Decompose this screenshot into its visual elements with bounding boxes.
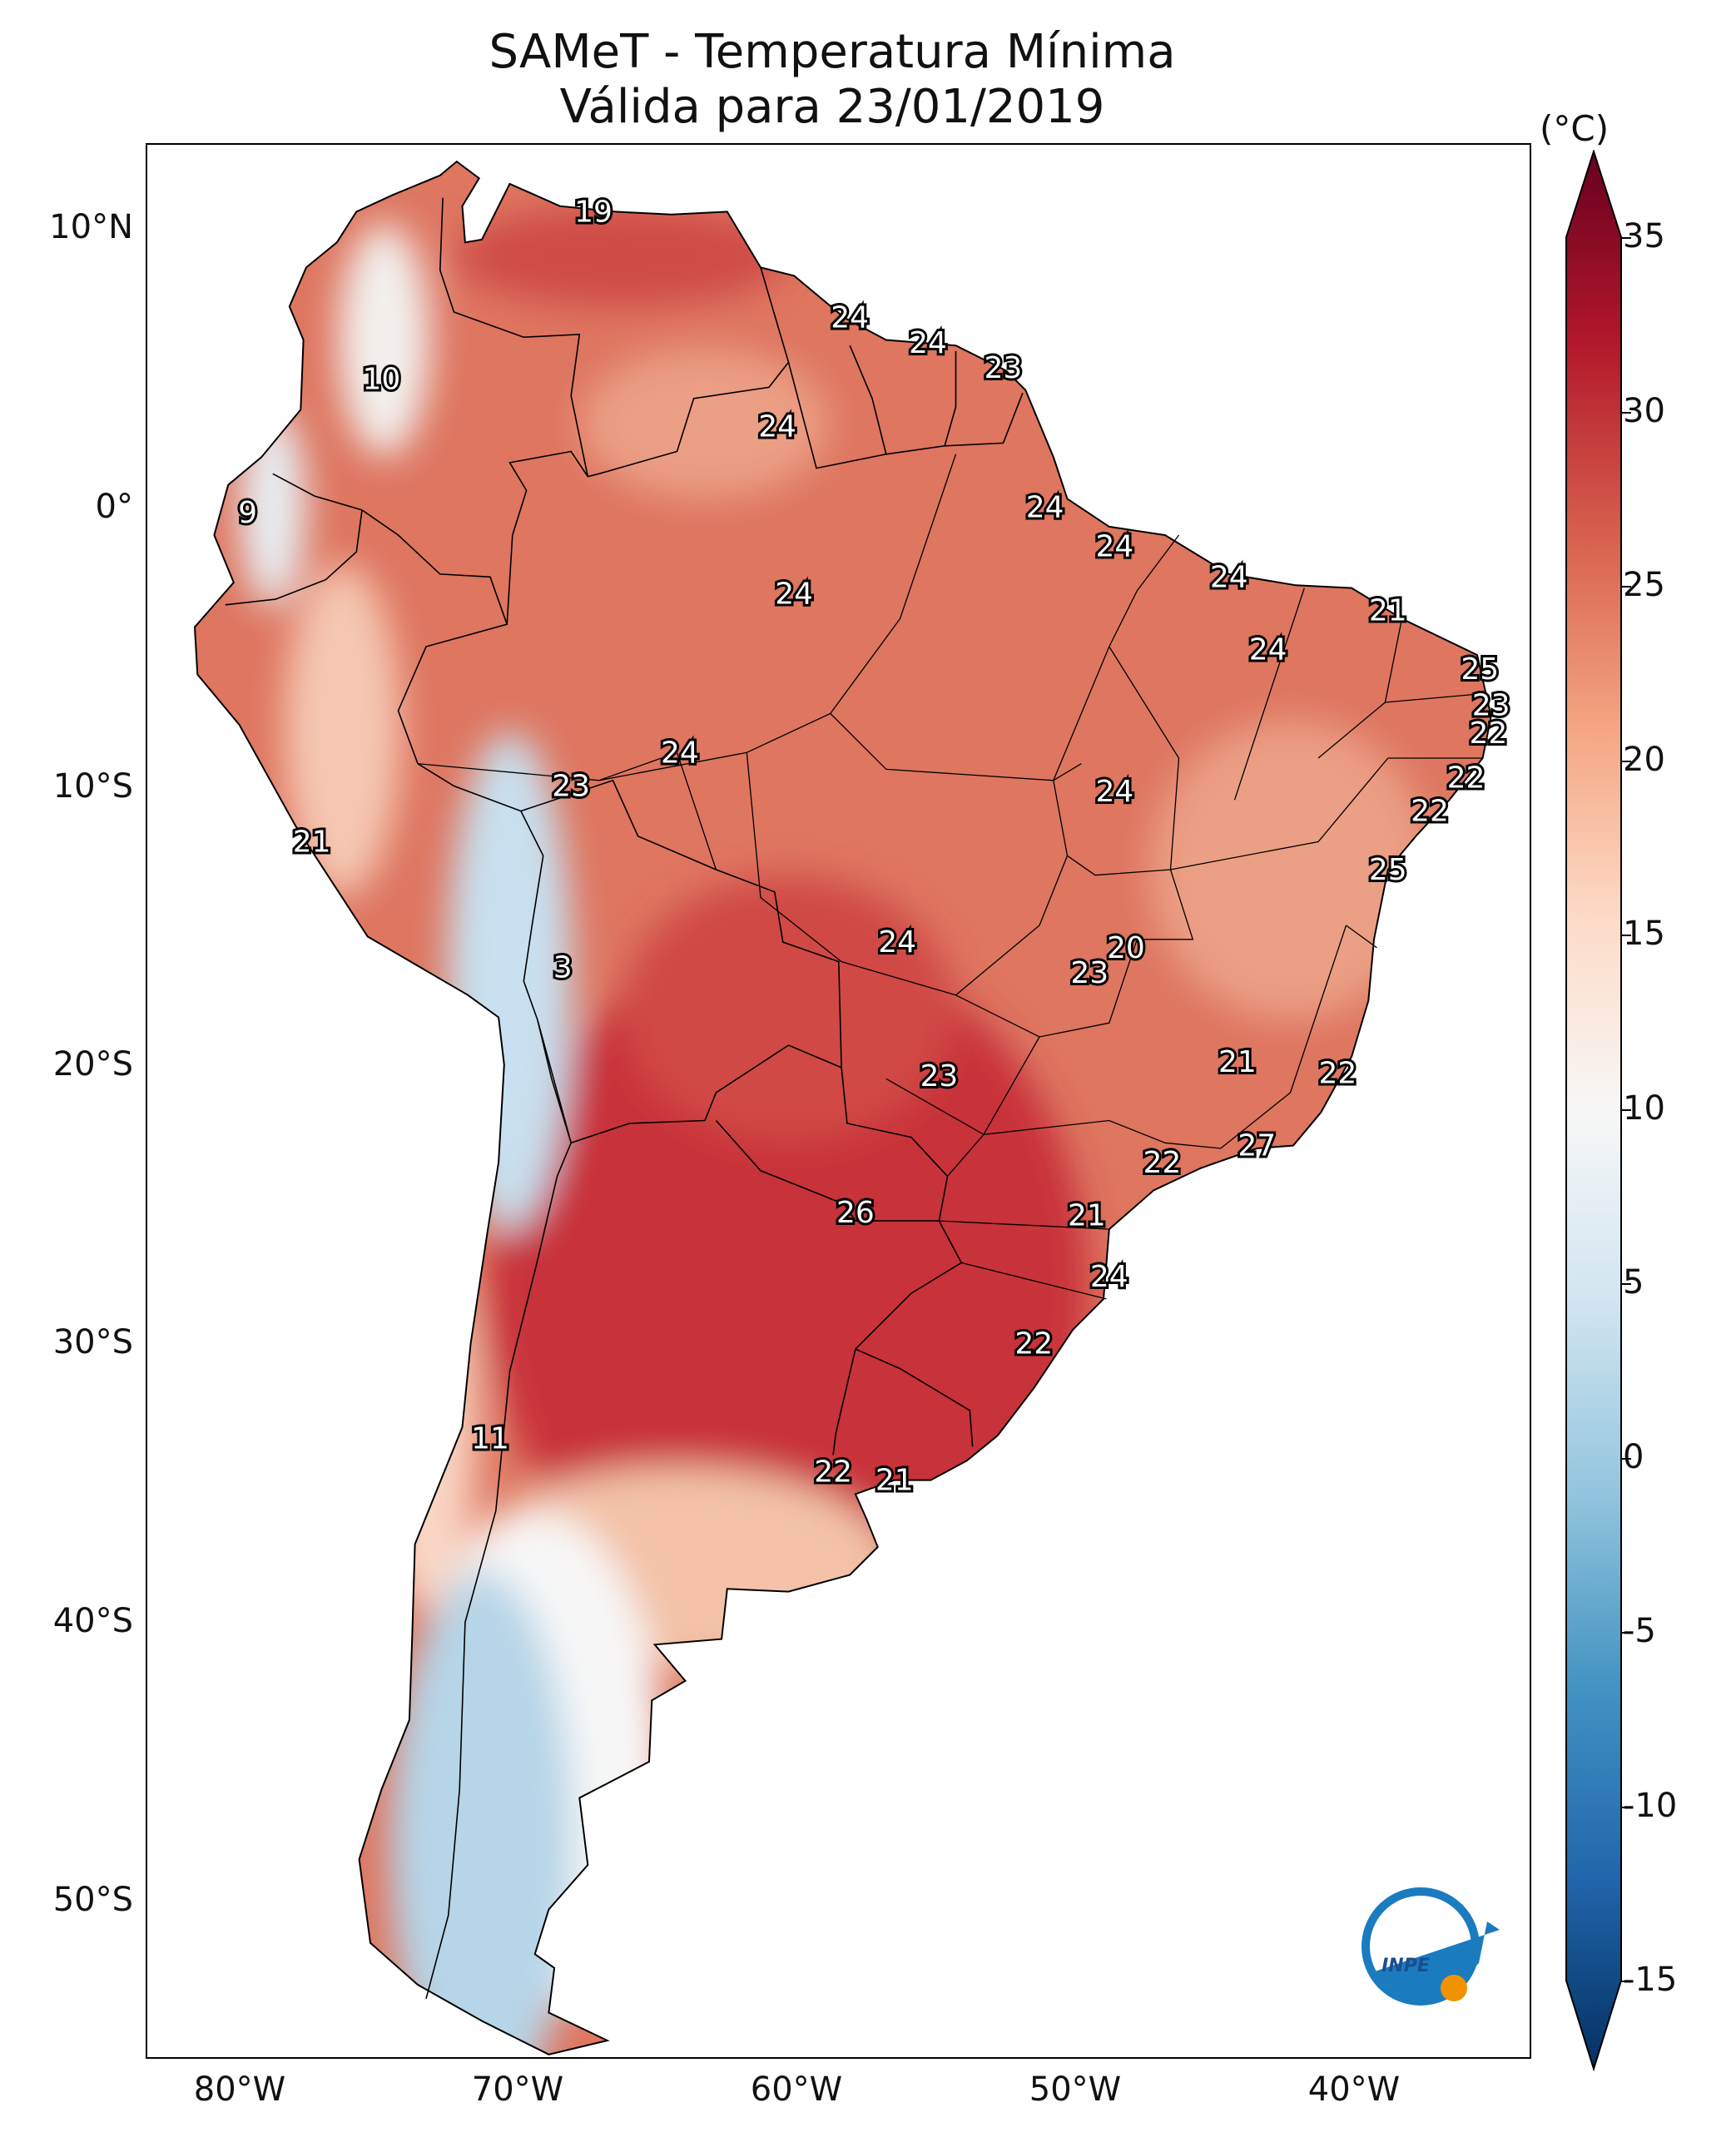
- colorbar-tick-label: 35: [1623, 217, 1665, 255]
- station-temperature-label: 24: [1096, 529, 1134, 563]
- lon-label-80w: 80°W: [193, 2070, 286, 2109]
- colorbar-tick-label: -10: [1623, 1786, 1678, 1825]
- station-temperature-label: 9: [238, 496, 257, 530]
- lat-label-50s: 50°S: [52, 1881, 133, 1919]
- map-panel: 19 24 24 23 10 24 9 24 24 24 21 24 24 25 23 22 24 23 22 24 2…: [146, 143, 1531, 2059]
- station-temperature-label: 25: [1461, 652, 1499, 687]
- colorbar-tick: [1621, 1457, 1631, 1460]
- colorbar-tick-label: 5: [1623, 1263, 1644, 1302]
- colorbar-tick-label: -5: [1623, 1612, 1656, 1650]
- colorbar-tick: [1621, 1632, 1631, 1634]
- station-temperature-label: 22: [1447, 761, 1486, 795]
- station-temperature-label: 23: [920, 1059, 958, 1093]
- station-temperature-label: 19: [574, 195, 613, 229]
- station-temperature-label: 24: [1026, 491, 1064, 525]
- lat-label-40s: 40°S: [52, 1602, 133, 1640]
- station-temperature-label: 23: [985, 351, 1023, 385]
- lat-label-0: 0°: [95, 488, 133, 526]
- colorbar: [1565, 150, 1622, 2072]
- colorbar-tick: [1621, 1806, 1631, 1808]
- station-temperature-label: 23: [552, 770, 590, 804]
- station-temperature-label: 24: [1096, 775, 1134, 809]
- chart-title-line1: SAMeT - Temperatura Mínima: [489, 25, 1176, 79]
- station-temperature-label: 24: [1090, 1260, 1128, 1294]
- lat-label-10n: 10°N: [49, 208, 133, 246]
- station-temperature-label: 22: [1411, 795, 1449, 829]
- logo-sun-icon: [1441, 1975, 1467, 2001]
- station-temperature-label: 24: [831, 301, 869, 335]
- station-temperature-label: 20: [1107, 931, 1145, 965]
- colorbar-tick-label: -15: [1623, 1961, 1678, 1999]
- colorbar-tick: [1621, 760, 1631, 762]
- station-temperature-label: 24: [775, 577, 813, 611]
- colorbar-tick-label: 15: [1623, 915, 1665, 953]
- station-temperature-label: 24: [878, 925, 916, 959]
- lat-label-10s: 10°S: [52, 767, 133, 806]
- logo-arrow-icon: [1375, 1921, 1500, 1999]
- station-temperature-label: 22: [1014, 1327, 1053, 1361]
- lon-label-50w: 50°W: [1029, 2070, 1122, 2109]
- colorbar-unit: (°C): [1540, 108, 1610, 149]
- station-temperature-label: 21: [1068, 1198, 1106, 1232]
- station-temperature-label: 21: [293, 826, 331, 860]
- station-temperature-label: 24: [909, 326, 947, 360]
- colorbar-tick: [1621, 586, 1631, 588]
- colorbar-tick: [1621, 237, 1631, 239]
- station-temperature-label: 26: [836, 1196, 875, 1230]
- temperature-field: [195, 161, 1491, 2055]
- station-temperature-label: 21: [875, 1464, 914, 1498]
- station-temperature-label: 22: [1143, 1146, 1181, 1180]
- colorbar-tick-label: 25: [1623, 566, 1665, 604]
- station-temperature-label: 24: [1210, 560, 1248, 594]
- station-temperature-label: 3: [553, 950, 573, 984]
- colorbar-tick-label: 0: [1623, 1437, 1644, 1476]
- station-temperature-label: 24: [758, 409, 796, 444]
- colorbar-tick: [1621, 1283, 1631, 1285]
- station-temperature-label: 24: [1249, 632, 1287, 667]
- logo-text: INPE: [1381, 1956, 1430, 1976]
- station-temperature-label: 22: [814, 1455, 852, 1490]
- colorbar-tick: [1621, 1981, 1631, 1982]
- chart-title-line2: Válida para 23/01/2019: [559, 80, 1105, 134]
- inpe-logo: INPE: [1362, 1887, 1500, 2006]
- lon-label-70w: 70°W: [471, 2070, 564, 2109]
- station-temperature-label: 10: [362, 362, 400, 396]
- station-temperature-label: 24: [661, 736, 699, 770]
- country-borders: [225, 197, 1483, 2000]
- station-temperature-label: 23: [1070, 956, 1109, 990]
- lat-label-20s: 20°S: [52, 1045, 133, 1083]
- station-temperature-label: 21: [1218, 1045, 1257, 1079]
- station-temperature-label: 27: [1238, 1129, 1276, 1163]
- colorbar-tick: [1621, 1108, 1631, 1111]
- station-temperature-label: 22: [1469, 717, 1507, 751]
- station-temperature-label: 21: [1369, 593, 1407, 627]
- station-temperature-label: 11: [471, 1421, 509, 1455]
- colorbar-tick: [1621, 411, 1631, 414]
- colorbar-tick-label: 20: [1623, 740, 1665, 779]
- colorbar-gradient: [1565, 150, 1622, 2072]
- station-temperature-label: 23: [1472, 688, 1510, 722]
- colorbar-tick-label: 10: [1623, 1088, 1665, 1128]
- lon-label-40w: 40°W: [1307, 2070, 1401, 2109]
- coastline: [193, 160, 1492, 2055]
- station-temperature-label: 22: [1319, 1057, 1357, 1091]
- station-temperature-label: 25: [1369, 853, 1407, 887]
- colorbar-tick-label: 30: [1623, 391, 1665, 430]
- lon-label-60w: 60°W: [750, 2070, 843, 2109]
- colorbar-tick: [1621, 935, 1631, 936]
- lat-label-30s: 30°S: [52, 1323, 133, 1361]
